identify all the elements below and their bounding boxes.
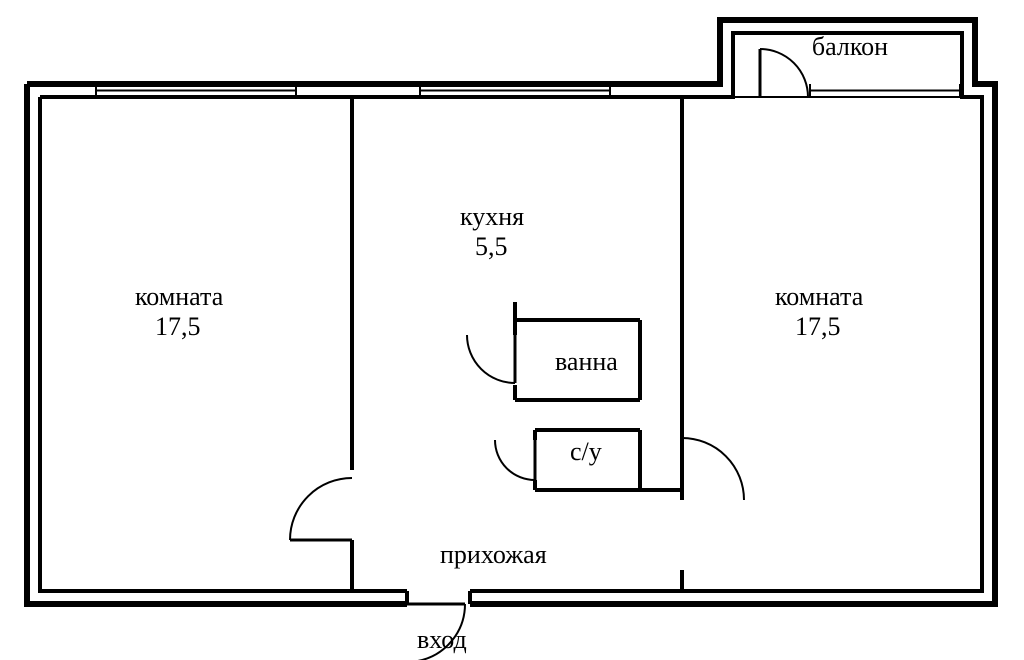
hallway-label: прихожая xyxy=(440,540,547,569)
entrance-label: вход xyxy=(417,625,467,654)
kitchen-label: кухня xyxy=(460,202,524,231)
wc-label: с/у xyxy=(570,437,602,466)
room-left-label: комната xyxy=(135,282,224,311)
room-right-label: комната xyxy=(775,282,864,311)
bath-label: ванна xyxy=(555,347,618,376)
balcony-label: балкон xyxy=(812,32,888,61)
room-left-area: 17,5 xyxy=(155,312,201,341)
floor-plan: балконкухня5,5комната17,5комната17,5ванн… xyxy=(0,0,1024,660)
kitchen-area: 5,5 xyxy=(475,232,508,261)
room-right-area: 17,5 xyxy=(795,312,841,341)
